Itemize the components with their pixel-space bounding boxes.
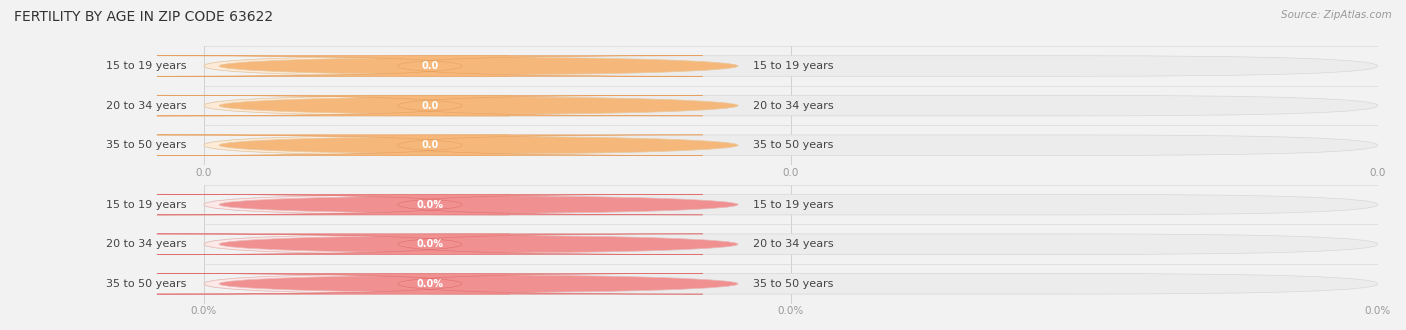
Text: 15 to 19 years: 15 to 19 years bbox=[754, 200, 834, 210]
Text: 35 to 50 years: 35 to 50 years bbox=[105, 279, 186, 289]
Text: 20 to 34 years: 20 to 34 years bbox=[754, 239, 834, 249]
FancyBboxPatch shape bbox=[157, 56, 509, 76]
Text: 0.0%: 0.0% bbox=[416, 200, 443, 210]
FancyBboxPatch shape bbox=[157, 135, 703, 155]
Text: 35 to 50 years: 35 to 50 years bbox=[754, 279, 834, 289]
Text: 35 to 50 years: 35 to 50 years bbox=[105, 140, 186, 150]
FancyBboxPatch shape bbox=[204, 135, 1378, 155]
FancyBboxPatch shape bbox=[157, 274, 703, 294]
FancyBboxPatch shape bbox=[157, 234, 509, 254]
Text: FERTILITY BY AGE IN ZIP CODE 63622: FERTILITY BY AGE IN ZIP CODE 63622 bbox=[14, 10, 273, 24]
Text: 20 to 34 years: 20 to 34 years bbox=[105, 101, 186, 111]
Text: 35 to 50 years: 35 to 50 years bbox=[754, 140, 834, 150]
Text: 15 to 19 years: 15 to 19 years bbox=[754, 61, 834, 71]
Text: 15 to 19 years: 15 to 19 years bbox=[105, 200, 186, 210]
FancyBboxPatch shape bbox=[204, 274, 1378, 294]
FancyBboxPatch shape bbox=[157, 95, 509, 116]
Circle shape bbox=[219, 235, 738, 253]
Circle shape bbox=[219, 136, 738, 154]
FancyBboxPatch shape bbox=[204, 56, 1378, 76]
Text: 20 to 34 years: 20 to 34 years bbox=[105, 239, 186, 249]
FancyBboxPatch shape bbox=[157, 274, 509, 294]
Text: 15 to 19 years: 15 to 19 years bbox=[105, 61, 186, 71]
FancyBboxPatch shape bbox=[157, 234, 703, 254]
Text: 0.0%: 0.0% bbox=[416, 279, 443, 289]
FancyBboxPatch shape bbox=[157, 56, 703, 76]
Circle shape bbox=[219, 275, 738, 293]
Text: 0.0: 0.0 bbox=[422, 101, 439, 111]
FancyBboxPatch shape bbox=[157, 194, 509, 215]
FancyBboxPatch shape bbox=[204, 194, 1378, 215]
FancyBboxPatch shape bbox=[157, 194, 703, 215]
Circle shape bbox=[219, 97, 738, 115]
FancyBboxPatch shape bbox=[204, 95, 1378, 116]
Text: 0.0: 0.0 bbox=[422, 61, 439, 71]
Text: 20 to 34 years: 20 to 34 years bbox=[754, 101, 834, 111]
FancyBboxPatch shape bbox=[204, 234, 1378, 254]
Text: 0.0: 0.0 bbox=[422, 140, 439, 150]
Circle shape bbox=[219, 196, 738, 214]
FancyBboxPatch shape bbox=[157, 135, 509, 155]
Text: Source: ZipAtlas.com: Source: ZipAtlas.com bbox=[1281, 10, 1392, 20]
FancyBboxPatch shape bbox=[157, 95, 703, 116]
Text: 0.0%: 0.0% bbox=[416, 239, 443, 249]
Circle shape bbox=[219, 57, 738, 75]
